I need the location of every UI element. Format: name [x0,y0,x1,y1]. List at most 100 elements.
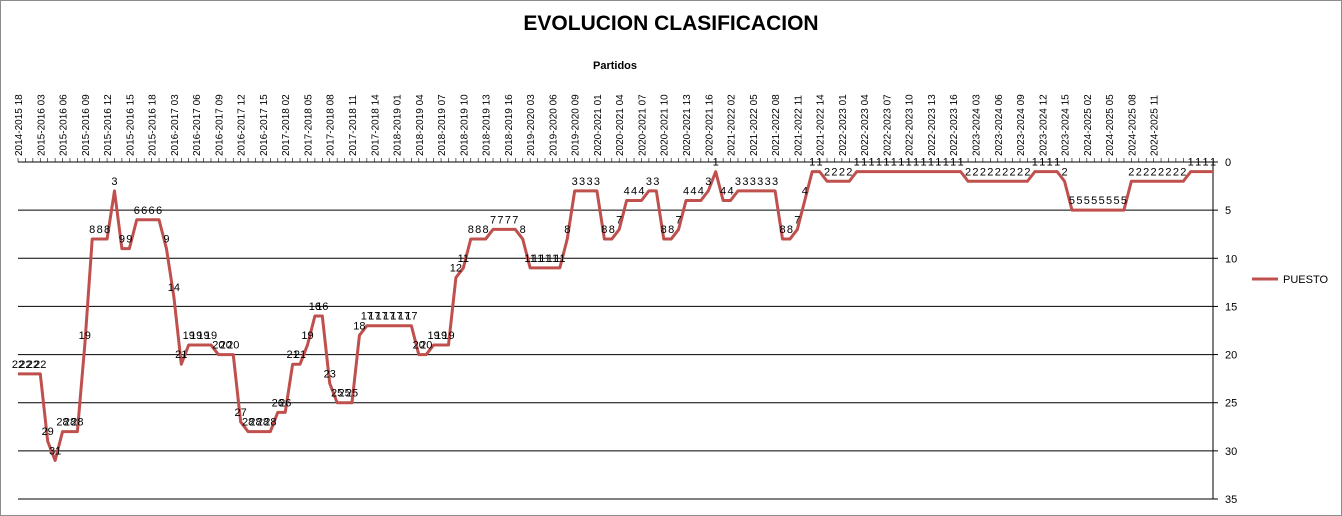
data-label: 7 [512,214,518,226]
data-label: 28 [249,417,261,429]
x-tick-label: 2017-2018 11 [348,95,359,156]
x-tick-label: 2017-2018 02 [281,94,292,156]
data-label: 11 [458,253,469,265]
data-label: 1 [920,157,926,169]
x-tick-label: 2014-2015 18 [14,94,25,156]
data-label: 8 [601,224,607,236]
data-label: 2 [1128,166,1134,178]
x-tick-label: 2015-2016 18 [148,94,159,156]
data-label: 2 [1136,166,1142,178]
x-tick-label: 2018-2019 13 [482,94,493,156]
x-tick-label: 2017-2018 05 [303,94,314,156]
data-label: 19 [205,330,217,342]
data-label: 2 [1010,166,1016,178]
data-label: 27 [235,407,247,419]
data-label: 5 [1084,195,1090,207]
data-label: 28 [242,417,254,429]
data-label: 26 [272,397,284,409]
data-label: 19 [190,330,202,342]
data-label: 1 [861,157,867,169]
data-label: 8 [104,224,110,236]
data-label: 8 [787,224,793,236]
x-tick-label: 2015-2016 15 [125,94,136,156]
x-tick-label: 2019-2020 03 [526,94,537,156]
data-label: 28 [257,417,269,429]
data-label: 2 [831,166,837,178]
data-label: 1 [817,157,823,169]
data-label: 22 [19,359,31,371]
y-tick-label: 30 [1225,446,1237,458]
data-label: 1 [876,157,882,169]
data-label: 1 [1047,157,1053,169]
x-tick-label: 2022-2023 01 [838,94,849,156]
data-label: 3 [735,176,741,188]
data-label: 2 [972,166,978,178]
x-tick-label: 2016-2017 03 [170,94,181,156]
data-label: 17 [376,311,388,323]
x-tick-label: 2016-2017 06 [192,94,203,156]
data-label: 23 [324,368,336,380]
x-tick-label: 2022-2023 10 [905,94,916,156]
data-label: 17 [405,311,417,323]
data-label: 8 [779,224,785,236]
data-label: 5 [1091,195,1097,207]
x-tick-label: 2021-2022 11 [793,95,804,156]
y-tick-label: 20 [1225,350,1237,362]
data-label: 12 [450,263,462,275]
data-label: 11 [532,253,543,265]
data-label: 5 [1076,195,1082,207]
data-label: 3 [111,176,117,188]
data-label: 19 [183,330,195,342]
data-label: 2 [980,166,986,178]
x-tick-label: 2019-2020 06 [548,94,559,156]
data-label: 19 [442,330,454,342]
legend: PUESTO [1252,274,1328,286]
data-label: 1 [854,157,860,169]
data-label: 20 [227,340,239,352]
data-label: 14 [168,282,180,294]
data-label: 7 [676,214,682,226]
x-tick-label: 2017-2018 08 [326,94,337,156]
data-label: 17 [390,311,402,323]
data-label: 4 [638,186,644,198]
data-label: 3 [705,176,711,188]
data-label: 1 [869,157,875,169]
data-label: 19 [79,330,91,342]
x-tick-label: 2017-2018 14 [370,94,381,156]
data-label: 7 [794,214,800,226]
legend-label: PUESTO [1283,274,1328,286]
data-label: 4 [698,186,704,198]
data-label: 2 [1151,166,1157,178]
gridlines [18,161,1214,500]
x-tick-label: 2021-2022 05 [749,94,760,156]
data-label: 16 [309,301,321,313]
x-tick-label: 2024-2025 08 [1127,94,1138,156]
y-tick-label: 0 [1225,157,1231,169]
x-tick-label: 2021-2022 02 [727,94,738,156]
x-tick-label: 2015-2016 06 [59,94,70,156]
data-label: 3 [757,176,763,188]
data-label: 8 [475,224,481,236]
data-label: 4 [624,186,630,198]
data-label: 1 [1039,157,1045,169]
y-tick-label: 35 [1225,494,1237,506]
data-label: 11 [547,253,558,265]
data-label: 7 [505,214,511,226]
data-label: 3 [765,176,771,188]
data-label: 2 [824,166,830,178]
x-tick-label: 2024-2025 05 [1105,94,1116,156]
data-label: 4 [802,186,808,198]
x-tick-label: 2022-2023 04 [860,94,871,156]
y-axis-ticks: 0 5 10 15 20 25 30 35 [1213,157,1237,506]
x-tick-label: 2023-2024 06 [994,94,1005,156]
data-label: 22 [34,359,46,371]
data-label: 21 [287,349,299,361]
y-tick-label: 10 [1225,253,1237,265]
data-label: 25 [338,388,350,400]
data-label: 9 [126,234,132,246]
data-label: 22 [27,359,39,371]
x-tick-label: 2015-2016 09 [81,94,92,156]
data-label: 4 [727,186,733,198]
data-label: 6 [156,205,162,217]
